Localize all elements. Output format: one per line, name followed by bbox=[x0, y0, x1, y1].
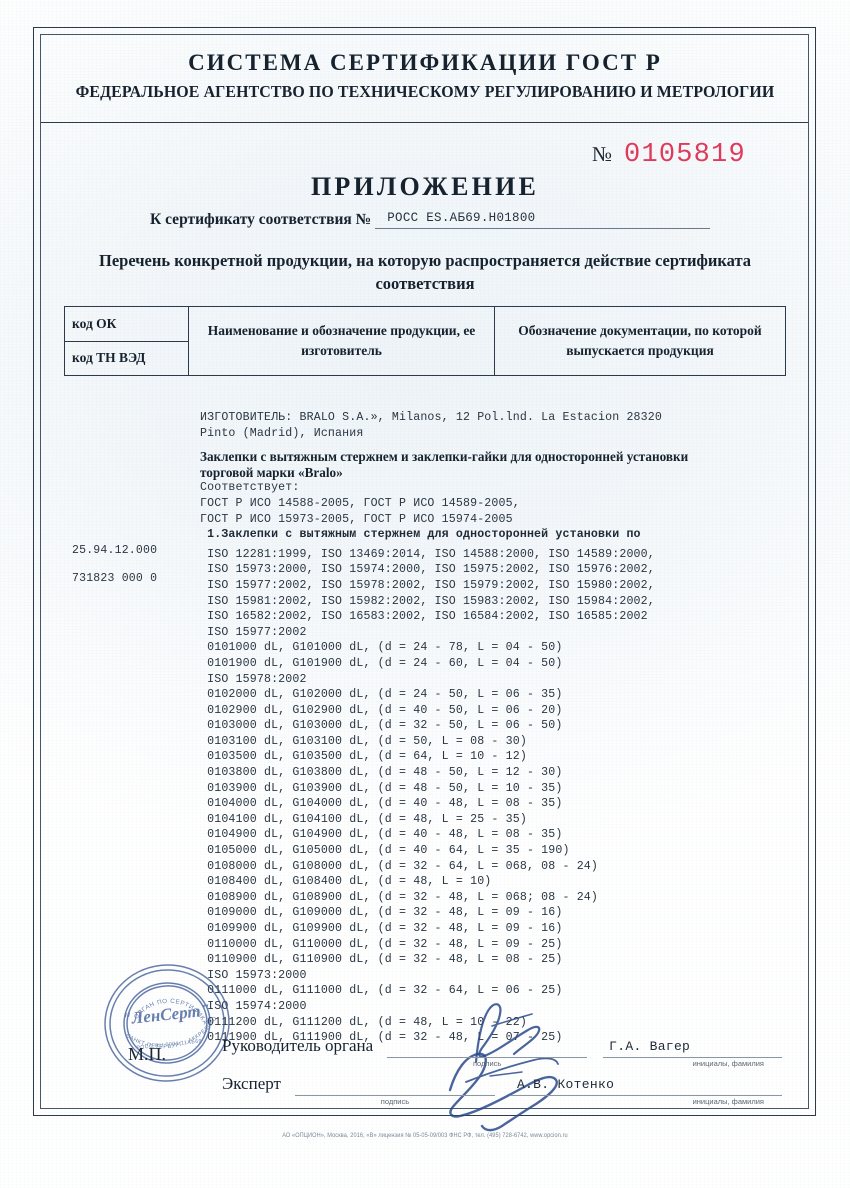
body-line: ГОСТ Р ИСО 14588-2005, ГОСТ Р ИСО 14589-… bbox=[200, 496, 520, 510]
body-line: 0102900 dL, G102900 dL, (d = 40 - 50, L … bbox=[200, 703, 563, 717]
body-line: ISO 15973:2000 bbox=[200, 968, 307, 982]
table-header-tnved-code: код ТН ВЭД bbox=[72, 350, 146, 366]
body-line: 0103800 dL, G103800 dL, (d = 48 - 50, L … bbox=[200, 766, 563, 780]
body-line: 0110000 dL, G110000 dL, (d = 32 - 48, L … bbox=[200, 937, 563, 951]
body-line: 0101000 dL, G101000 dL, (d = 24 - 78, L … bbox=[200, 641, 563, 655]
page-subtitle: Перечень конкретной продукции, на котору… bbox=[98, 251, 752, 293]
body-line: 0108400 dL, G108400 dL, (d = 48, L = 10) bbox=[200, 875, 492, 889]
document-header: СИСТЕМА СЕРТИФИКАЦИИ ГОСТ Р ФЕДЕРАЛЬНОЕ … bbox=[56, 50, 794, 102]
body-line: ISO 15974:2000 bbox=[200, 999, 307, 1013]
body-line: 0103000 dL, G103000 dL, (d = 32 - 50, L … bbox=[200, 719, 563, 733]
certificate-reference-value: РОСС ES.АБ69.Н01800 bbox=[387, 211, 536, 225]
body-line: 0104900 dL, G104900 dL, (d = 40 - 48, L … bbox=[200, 828, 563, 842]
body-line: 0101900 dL, G101900 dL, (d = 24 - 60, L … bbox=[200, 656, 563, 670]
product-description-body: ИЗГОТОВИТЕЛЬ: BRALO S.A.», Milanos, 12 P… bbox=[200, 410, 790, 1046]
certificate-blank-number: 0105819 bbox=[624, 140, 746, 170]
body-line: 0103500 dL, G103500 dL, (d = 64, L = 10 … bbox=[200, 750, 527, 764]
body-line: 0109000 dL, G109000 dL, (d = 32 - 48, L … bbox=[200, 906, 563, 920]
tnved-code-value: 731823 000 0 bbox=[72, 572, 158, 586]
body-line: ISO 12281:1999, ISO 13469:2014, ISO 1458… bbox=[200, 547, 655, 561]
body-line: Соответствует: bbox=[200, 481, 300, 495]
body-line: 0103100 dL, G103100 dL, (d = 50, L = 08 … bbox=[200, 734, 527, 748]
body-line: ISO 15978:2002 bbox=[200, 672, 307, 686]
certificate-reference-line: К сертификату соответствия № РОСС ES.АБ6… bbox=[150, 211, 710, 229]
body-line: 0103900 dL, G103900 dL, (d = 48 - 50, L … bbox=[200, 781, 563, 795]
certificate-number-block: № 0105819 bbox=[592, 140, 746, 170]
signature-row: Эксперт подпись А.В. Котенко инициалы, фами… bbox=[222, 1058, 782, 1106]
body-line: 0108000 dL, G108000 dL, (d = 32 - 64, L … bbox=[200, 859, 599, 873]
table-col-codes: код ОК код ТН ВЭД bbox=[65, 307, 189, 375]
signature-role-label: Эксперт bbox=[222, 1074, 281, 1093]
document-border-outer bbox=[33, 27, 816, 1116]
body-spacer bbox=[200, 441, 790, 449]
body-line: 0110900 dL, G110900 dL, (d = 32 - 48, L … bbox=[200, 953, 563, 967]
body-line: ИЗГОТОВИТЕЛЬ: BRALO S.A.», Milanos, 12 P… bbox=[200, 411, 662, 424]
signature-line: подпись bbox=[294, 1069, 495, 1106]
body-line: Pinto (Madrid), Испания bbox=[200, 426, 364, 440]
printer-imprint-footer: АО «ОПЦИОН», Москва, 2016, «В» лицензия … bbox=[282, 1132, 568, 1140]
signature-name-caption: инициалы, фамилия bbox=[692, 1097, 764, 1106]
signature-name-line: А.В. Котенко инициалы, фамилия bbox=[510, 1069, 782, 1106]
signature-name-caption: инициалы, фамилия bbox=[692, 1059, 764, 1068]
signature-line-caption: подпись bbox=[380, 1097, 410, 1106]
number-sign-symbol: № bbox=[592, 142, 613, 166]
header-divider-rule bbox=[41, 122, 808, 123]
ok-code-value: 25.94.12.000 bbox=[72, 544, 158, 557]
certificate-reference-label: К сертификату соответствия № bbox=[150, 211, 372, 228]
body-line: 0111000 dL, G111000 dL, (d = 32 - 64, L … bbox=[200, 984, 563, 998]
header-system-title: СИСТЕМА СЕРТИФИКАЦИИ ГОСТ Р bbox=[188, 50, 662, 75]
signature-name-line: Г.А. Вагер инициалы, фамилия bbox=[603, 1031, 782, 1068]
code-column: 25.94.12.000 731823 000 0 bbox=[72, 537, 157, 593]
product-table-header: код ОК код ТН ВЭД Наименование и обознач… bbox=[64, 306, 786, 376]
signature-line-caption: подпись bbox=[472, 1059, 502, 1068]
signature-row: Руководитель органа подпись Г.А. Вагер иниц… bbox=[222, 1020, 782, 1068]
body-line: 0105000 dL, G105000 dL, (d = 40 - 64, L … bbox=[200, 844, 570, 858]
body-line: торговой марки «Bralo» bbox=[200, 464, 343, 480]
table-header-ok-code: код ОК bbox=[65, 307, 188, 342]
body-line: 0102000 dL, G102000 dL, (d = 24 - 50, L … bbox=[200, 688, 563, 702]
body-line: 0109900 dL, G109900 dL, (d = 32 - 48, L … bbox=[200, 922, 563, 935]
stamp-place-label: М.П. bbox=[128, 1044, 167, 1064]
body-line: ISO 15973:2000, ISO 15974:2000, ISO 1597… bbox=[200, 563, 655, 577]
body-line: 0104000 dL, G104000 dL, (d = 40 - 48, L … bbox=[200, 797, 563, 811]
table-header-documentation: Обозначение документации, по которой вып… bbox=[518, 323, 762, 358]
certificate-reference-underline: РОСС ES.АБ69.Н01800 bbox=[375, 211, 710, 229]
body-line: Заклепки с вытяжным стержнем и заклепки-… bbox=[200, 449, 689, 465]
body-line: ISO 15981:2002, ISO 15982:2002, ISO 1598… bbox=[200, 594, 655, 608]
body-line: ISO 16582:2002, ISO 16583:2002, ISO 1658… bbox=[200, 610, 648, 624]
page-title: ПРИЛОЖЕНИЕ bbox=[310, 172, 540, 201]
header-agency-title: ФЕДЕРАЛЬНОЕ АГЕНТСТВО ПО ТЕХНИЧЕСКОМУ РЕ… bbox=[75, 82, 775, 102]
table-header-product-name: Наименование и обозначение продукции, ее… bbox=[189, 307, 495, 375]
signature-area: Руководитель органа подпись Г.А. Вагер иниц… bbox=[222, 1020, 782, 1106]
body-line: 1.Заклепки с вытяжным стержнем для однос… bbox=[200, 528, 641, 542]
signature-role-label: Руководитель органа bbox=[222, 1036, 374, 1055]
signatory-name: А.В. Котенко bbox=[516, 1077, 615, 1092]
signatory-name: Г.А. Вагер bbox=[609, 1039, 691, 1054]
signature-line: подпись bbox=[387, 1031, 588, 1068]
body-line: ISO 15977:2002, ISO 15978:2002, ISO 1597… bbox=[200, 578, 655, 592]
body-line: 0104100 dL, G104100 dL, (d = 48, L = 25 … bbox=[200, 812, 527, 826]
body-line: ГОСТ Р ИСО 15973-2005, ГОСТ Р ИСО 15974-… bbox=[200, 512, 513, 526]
body-line: ISO 15977:2002 bbox=[200, 625, 307, 639]
body-line: 0108900 dL, G108900 dL, (d = 32 - 48, L … bbox=[200, 890, 599, 904]
document-border-inner bbox=[40, 34, 809, 1109]
